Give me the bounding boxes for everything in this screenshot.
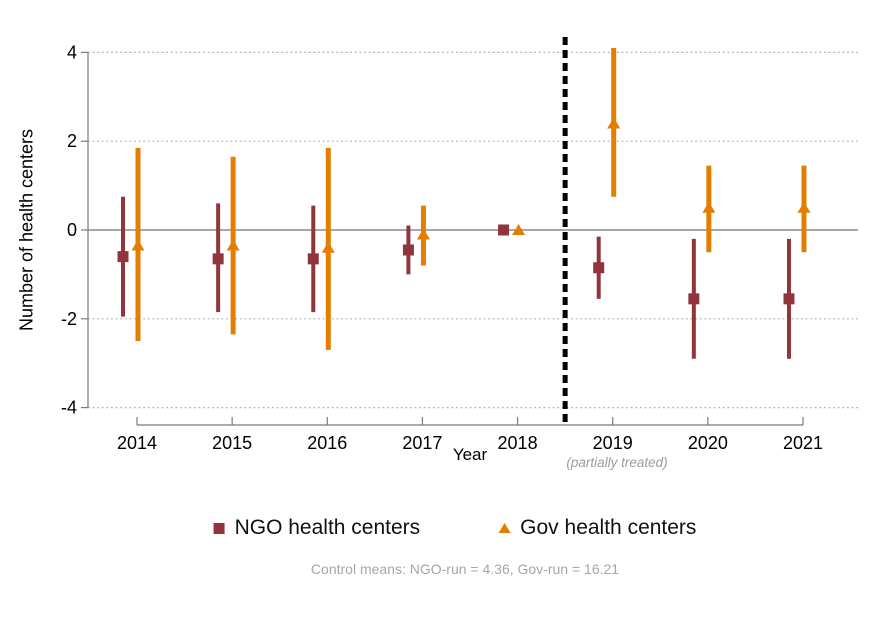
svg-text:2: 2 [67, 131, 77, 151]
svg-text:4: 4 [67, 42, 77, 62]
partially-treated-note: (partially treated) [566, 455, 668, 470]
plot-svg: 4 2 0 -2 -4 2014 2015 2016 2017 2018 2019 2020 2021 [61, 37, 858, 453]
gov-triangle-marker-icon [498, 523, 511, 533]
legend-label-ngo: NGO health centers [234, 516, 421, 539]
y-tick-labels: 4 2 0 -2 -4 [61, 42, 77, 417]
svg-text:2014: 2014 [117, 433, 157, 453]
svg-text:2016: 2016 [307, 433, 347, 453]
legend-label-gov: Gov health centers [520, 516, 697, 539]
y-axis [81, 51, 89, 409]
svg-text:2015: 2015 [212, 433, 252, 453]
series-ngo [117, 196, 795, 359]
legend-item-ngo: NGO health centers [213, 516, 421, 540]
svg-text:-2: -2 [61, 309, 77, 329]
series-gov [131, 47, 811, 350]
svg-text:2021: 2021 [783, 433, 823, 453]
x-axis [136, 417, 804, 426]
x-tick-labels: 2014 2015 2016 2017 2018 2019 2020 2021 [117, 433, 823, 453]
svg-text:2018: 2018 [498, 433, 538, 453]
control-means-caption: Control means: NGO-run = 4.36, Gov-run =… [310, 561, 620, 577]
svg-text:2020: 2020 [688, 433, 728, 453]
legend-item-gov: Gov health centers [498, 516, 696, 540]
svg-text:2017: 2017 [402, 433, 442, 453]
svg-text:0: 0 [67, 220, 77, 240]
svg-text:2019: 2019 [593, 433, 633, 453]
x-axis-title: Year [452, 445, 488, 464]
legend: NGO health centers Gov health centers [213, 516, 696, 540]
svg-text:-4: -4 [61, 398, 77, 418]
ngo-square-marker-icon [213, 522, 225, 534]
